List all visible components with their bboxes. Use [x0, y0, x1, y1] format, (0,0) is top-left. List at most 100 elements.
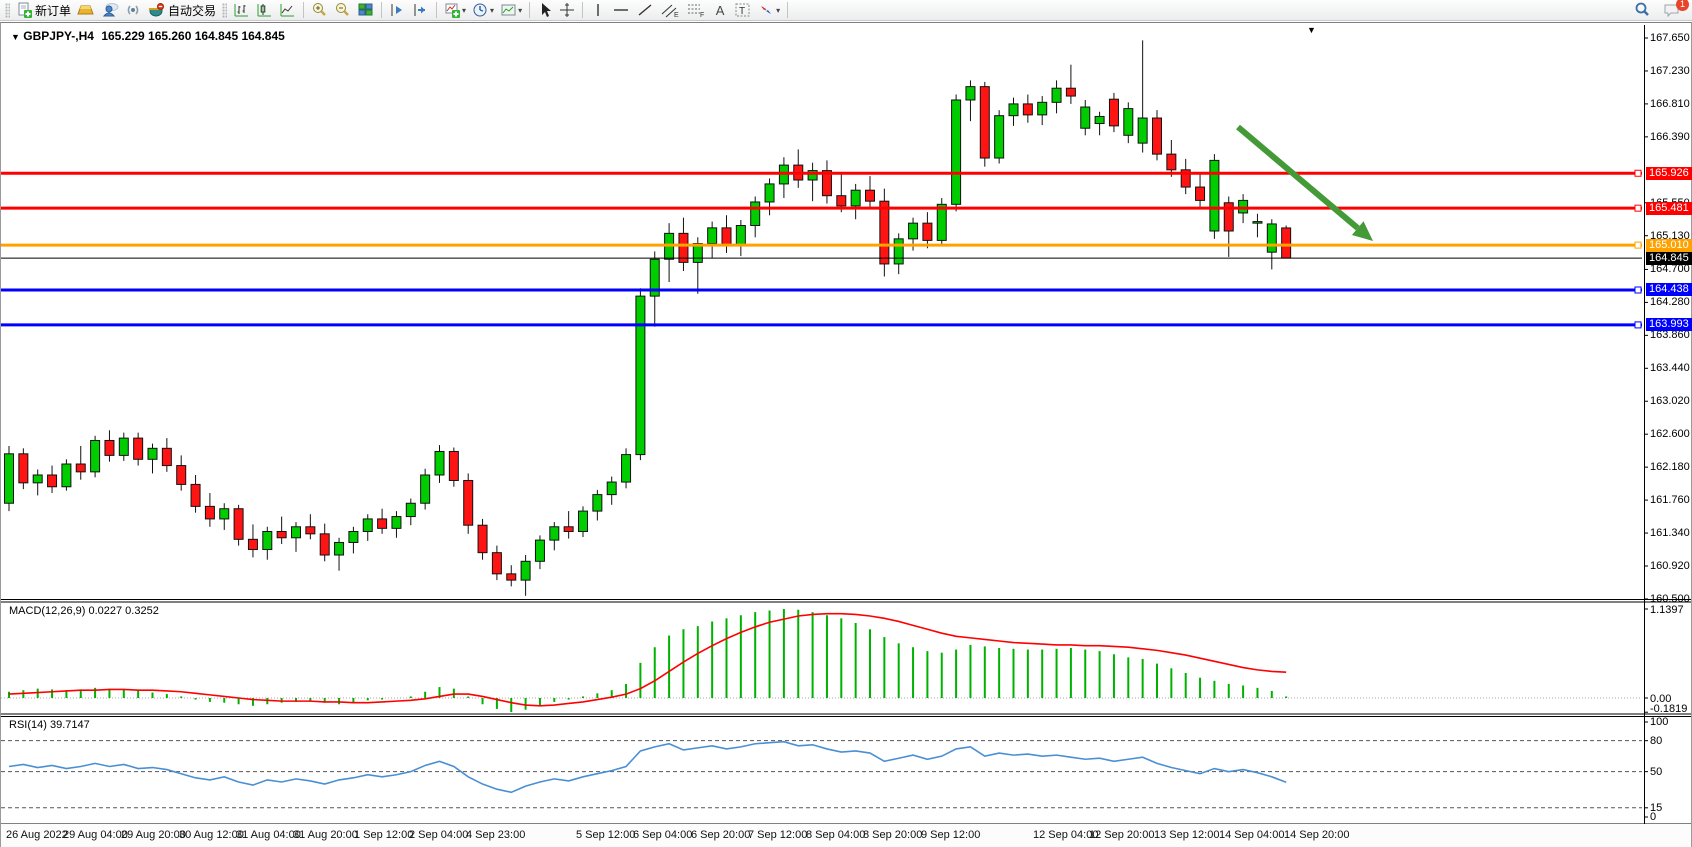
x-axis-time-label: 14 Sep 20:00	[1284, 829, 1350, 841]
y-axis-tick-label: 164.280	[1650, 296, 1690, 309]
chart-title: ▼ GBPJPY-,H4 165.229 165.260 164.845 164…	[11, 29, 285, 43]
y-axis-tick-label: 160.500	[1650, 592, 1690, 605]
text-tool-icon: A	[715, 2, 725, 18]
candle-body	[334, 541, 345, 556]
x-axis-time-label: 31 Aug 20:00	[293, 829, 358, 841]
new-chart-button[interactable]: ▾	[441, 1, 469, 20]
macd-axis-label: 1.1397	[1650, 603, 1684, 616]
candle-body	[578, 510, 588, 532]
text-tool[interactable]: A	[709, 1, 731, 20]
gold-ingot-icon	[77, 5, 94, 15]
fibonacci-tool[interactable]: F	[683, 1, 709, 20]
auto-scroll-button[interactable]	[386, 1, 409, 20]
auto-scroll-icon	[391, 4, 403, 16]
candle-body	[951, 99, 962, 205]
level-price-label: 164.438	[1646, 283, 1692, 297]
candle-body	[219, 508, 230, 520]
candle-body	[1166, 153, 1177, 171]
market-button[interactable]	[74, 1, 98, 20]
candle-body	[1008, 103, 1019, 117]
level-end-marker[interactable]	[1634, 204, 1642, 212]
macd-axis-label: 0.00	[1650, 693, 1672, 705]
search-button[interactable]	[1631, 1, 1654, 20]
x-axis-time-label: 29 Aug 20:00	[121, 829, 186, 841]
toolbar-drag-handle[interactable]	[222, 2, 228, 18]
new-order-button[interactable]: 新订单	[13, 1, 74, 20]
macd-signal-line	[8, 612, 1287, 707]
periods-button[interactable]: ▾	[469, 1, 497, 20]
level-end-marker[interactable]	[1634, 241, 1642, 249]
level-end-marker[interactable]	[1634, 321, 1642, 329]
tile-windows-button[interactable]	[354, 1, 377, 20]
community-button[interactable]	[98, 1, 122, 20]
notifications-button[interactable]: 1	[1660, 0, 1689, 20]
zoom-in-button[interactable]	[308, 1, 331, 20]
candle-body	[735, 225, 746, 246]
y-axis-tick-label: 161.760	[1650, 494, 1690, 507]
bar-chart-button[interactable]	[230, 1, 253, 20]
x-axis-time-label: 31 Aug 04:00	[236, 829, 301, 841]
chart-shift-button[interactable]	[409, 1, 432, 20]
time-axis[interactable]	[1, 824, 1691, 847]
candle-body	[1037, 101, 1048, 116]
x-axis-time-label: 12 Sep 04:00	[1033, 829, 1099, 841]
level-end-marker[interactable]	[1634, 286, 1642, 294]
toolbar-separator	[381, 2, 383, 18]
trend-arrow-head[interactable]	[1351, 221, 1373, 241]
candle-body	[1266, 223, 1277, 253]
chart-shift-icon	[414, 4, 426, 16]
candle-body	[4, 453, 14, 504]
chart-shift-marker[interactable]: ▼	[1307, 25, 1316, 35]
cursor-tool-button[interactable]	[534, 1, 556, 20]
horizontal-line-tool[interactable]	[609, 1, 633, 20]
x-axis-time-label: 7 Sep 12:00	[748, 829, 808, 841]
y-axis-tick-label: 164.700	[1650, 263, 1690, 276]
horizontal-line-icon	[614, 9, 629, 11]
fibonacci-icon: F	[688, 4, 704, 18]
candle-body	[1152, 117, 1162, 155]
y-axis-tick-label: 166.390	[1650, 130, 1690, 143]
line-chart-button[interactable]	[276, 1, 299, 20]
candle-body	[1022, 103, 1033, 116]
candle-body	[563, 526, 574, 532]
candle-body	[1108, 98, 1119, 127]
trend-arrow[interactable]	[1236, 124, 1360, 231]
toolbar-drag-handle[interactable]	[5, 2, 10, 18]
arrows-tool[interactable]: ▾	[755, 1, 783, 20]
templates-button[interactable]: ▾	[497, 1, 525, 20]
channel-tool[interactable]: E	[657, 1, 683, 20]
candle-body	[291, 526, 301, 539]
candle-body	[821, 170, 832, 197]
rsi-axis-label: 0	[1650, 811, 1657, 823]
chevron-down-icon: ▾	[776, 5, 781, 15]
zoom-out-button[interactable]	[331, 1, 354, 20]
main-toolbar: 新订单	[0, 0, 1692, 21]
level-price-label: 165.481	[1646, 201, 1692, 215]
level-end-marker[interactable]	[1634, 169, 1642, 177]
vertical-line-icon	[597, 4, 599, 16]
x-axis-time-label: 30 Aug 12:00	[179, 829, 244, 841]
y-axis-tick-label: 167.650	[1650, 32, 1690, 44]
y-axis-tick-label: 163.860	[1650, 329, 1690, 342]
candle-body	[204, 505, 215, 520]
chart-menu-arrow[interactable]: ▼	[11, 32, 20, 42]
text-label-tool[interactable]: T	[731, 1, 755, 20]
candle-body	[391, 516, 402, 529]
vertical-line-tool[interactable]	[587, 1, 609, 20]
chart-canvas[interactable]	[1, 23, 1691, 846]
macd-axis-label: -0.1819	[1650, 703, 1688, 715]
candlestick-chart-button[interactable]	[253, 1, 276, 20]
candle-body	[61, 463, 72, 488]
candle-body	[1137, 117, 1148, 144]
candle-body	[592, 494, 603, 512]
auto-trading-button[interactable]: 自动交易	[145, 1, 219, 20]
chart-symbol-period: GBPJPY-,H4	[23, 29, 94, 43]
signals-button[interactable]	[122, 1, 145, 20]
candle-body	[491, 552, 502, 575]
trendline-tool[interactable]	[633, 1, 657, 20]
candle-body	[678, 232, 689, 263]
candle-body	[606, 481, 617, 496]
candle-body	[1223, 202, 1234, 232]
crosshair-tool-button[interactable]	[556, 1, 578, 20]
arrows-icon	[761, 6, 772, 14]
